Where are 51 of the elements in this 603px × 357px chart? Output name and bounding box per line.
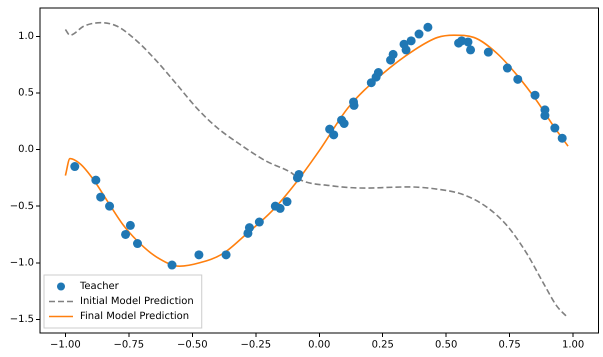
line-series	[64, 22, 568, 318]
point	[276, 204, 285, 213]
point	[222, 250, 231, 260]
x-tick-label: 0.25	[372, 340, 394, 351]
x-tick-label: −0.50	[176, 340, 208, 351]
point	[126, 220, 135, 230]
point	[464, 37, 473, 46]
point	[244, 223, 254, 232]
point	[402, 45, 411, 54]
point	[550, 124, 560, 133]
point	[558, 134, 567, 143]
point	[340, 119, 349, 128]
legend-label: Teacher	[79, 281, 120, 292]
y-tick-label: 1.0	[18, 30, 34, 42]
x-tick-label: −0.25	[240, 340, 272, 351]
x-tick-label: 0.75	[498, 340, 521, 351]
x-tick-label: 0.50	[435, 340, 458, 351]
point	[513, 74, 522, 84]
legend-label: Final Model Prediction	[80, 311, 190, 322]
point	[466, 45, 476, 54]
point	[329, 130, 338, 140]
point	[406, 36, 416, 46]
y-tick-label: 0.0	[18, 144, 34, 156]
point	[414, 30, 424, 39]
point	[168, 260, 177, 270]
y-tick-label: −1.0	[10, 257, 34, 268]
line-series	[64, 34, 569, 267]
point	[374, 68, 383, 78]
point	[105, 202, 114, 211]
point	[282, 197, 292, 206]
y-tick-label: −1.5	[10, 314, 34, 326]
x-tick-label: −1.00	[50, 340, 81, 351]
point	[502, 64, 512, 73]
point	[132, 239, 142, 248]
point	[194, 250, 204, 260]
point	[254, 218, 264, 227]
point	[70, 162, 80, 172]
x-tick-label: −0.75	[114, 340, 144, 351]
point	[388, 50, 398, 59]
point	[121, 230, 130, 239]
point	[423, 22, 432, 32]
point	[530, 90, 540, 100]
x-tick-label: 0.00	[308, 340, 330, 351]
point	[91, 176, 100, 185]
x-tick-label: 1.00	[562, 340, 584, 351]
point	[96, 192, 106, 202]
y-tick-label: 0.5	[18, 88, 34, 99]
point	[484, 48, 493, 57]
point	[294, 170, 304, 179]
legend-label: Initial Model Prediction	[80, 296, 194, 308]
y-tick-label: −0.5	[10, 200, 34, 212]
